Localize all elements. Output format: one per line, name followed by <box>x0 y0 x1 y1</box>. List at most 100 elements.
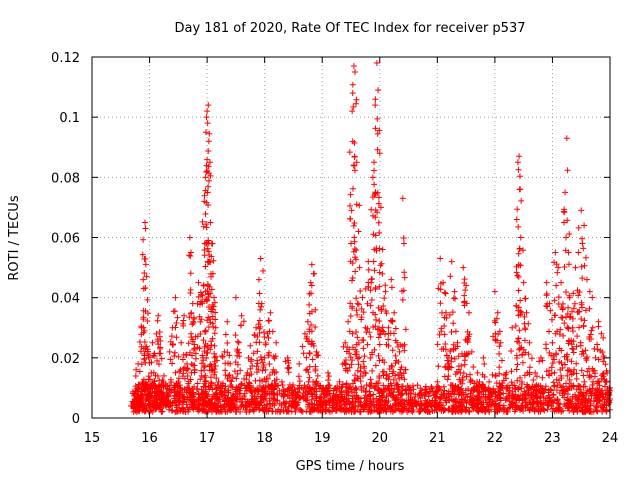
data-point <box>465 309 472 316</box>
data-point <box>554 396 561 403</box>
data-point <box>496 328 503 335</box>
data-point <box>398 364 405 371</box>
data-point <box>349 90 356 97</box>
data-point <box>199 218 206 225</box>
data-point <box>192 355 199 362</box>
data-point <box>565 401 572 408</box>
data-point <box>307 279 314 286</box>
data-point <box>205 294 212 301</box>
data-point <box>595 356 602 363</box>
data-point <box>227 407 234 414</box>
data-point <box>365 258 372 265</box>
data-point <box>141 269 148 276</box>
data-point <box>563 289 570 296</box>
data-point <box>360 309 367 316</box>
data-points <box>127 60 613 415</box>
data-point <box>445 391 452 398</box>
data-point <box>141 327 148 334</box>
data-point <box>381 405 388 412</box>
data-point <box>375 387 382 394</box>
y-tick-label: 0 <box>72 412 80 427</box>
data-point <box>388 276 395 283</box>
data-point <box>596 398 603 405</box>
data-point <box>224 339 231 346</box>
data-point <box>457 388 464 395</box>
data-point <box>289 402 296 409</box>
data-point <box>599 407 606 414</box>
data-point <box>252 377 259 384</box>
data-point <box>542 341 549 348</box>
data-point <box>390 389 397 396</box>
data-point <box>521 396 528 403</box>
data-point <box>360 345 367 352</box>
data-point <box>490 333 497 340</box>
data-point <box>546 328 553 335</box>
data-point <box>342 339 349 346</box>
data-point <box>347 300 354 307</box>
data-point <box>379 270 386 277</box>
data-point <box>320 398 327 405</box>
data-point <box>414 382 421 389</box>
data-point <box>487 402 494 409</box>
data-point <box>515 273 522 280</box>
data-point <box>261 354 268 361</box>
data-point <box>500 390 507 397</box>
data-point <box>284 386 291 393</box>
data-point <box>606 397 613 404</box>
data-point <box>555 294 562 301</box>
data-point <box>173 380 180 387</box>
data-point <box>566 294 573 301</box>
data-point <box>164 401 171 408</box>
chart-title: Day 181 of 2020, Rate Of TEC Index for r… <box>175 21 526 36</box>
data-point <box>379 246 386 253</box>
data-point <box>496 401 503 408</box>
data-point <box>206 159 213 166</box>
data-point <box>382 331 389 338</box>
data-point <box>372 323 379 330</box>
data-point <box>579 304 586 311</box>
data-point <box>183 351 190 358</box>
data-point <box>303 354 310 361</box>
data-point <box>579 348 586 355</box>
data-point <box>233 375 240 382</box>
data-point <box>197 331 204 338</box>
data-point <box>566 376 573 383</box>
data-point <box>551 356 558 363</box>
data-point <box>550 352 557 359</box>
data-point <box>573 343 580 350</box>
data-point <box>375 219 382 226</box>
data-point <box>204 156 211 163</box>
data-point <box>353 307 360 314</box>
data-point <box>517 374 524 381</box>
data-point <box>606 391 613 398</box>
data-point <box>213 385 220 392</box>
data-point <box>299 343 306 350</box>
data-point <box>143 273 150 280</box>
data-point <box>539 374 546 381</box>
data-point <box>207 219 214 226</box>
data-point <box>391 309 398 316</box>
data-point <box>397 392 404 399</box>
data-point <box>339 361 346 368</box>
data-point <box>566 230 573 237</box>
data-point <box>282 404 289 411</box>
data-point <box>334 397 341 404</box>
data-point <box>383 393 390 400</box>
data-point <box>361 365 368 372</box>
data-point <box>364 325 371 332</box>
data-point <box>489 371 496 378</box>
data-point <box>482 407 489 414</box>
data-point <box>519 352 526 359</box>
data-point <box>448 364 455 371</box>
data-point <box>447 273 454 280</box>
data-point <box>202 378 209 385</box>
data-point <box>380 368 387 375</box>
data-point <box>269 408 276 415</box>
data-point <box>558 279 565 286</box>
data-point <box>372 96 379 103</box>
data-point <box>447 382 454 389</box>
data-point <box>575 392 582 399</box>
data-point <box>588 327 595 334</box>
data-point <box>571 366 578 373</box>
